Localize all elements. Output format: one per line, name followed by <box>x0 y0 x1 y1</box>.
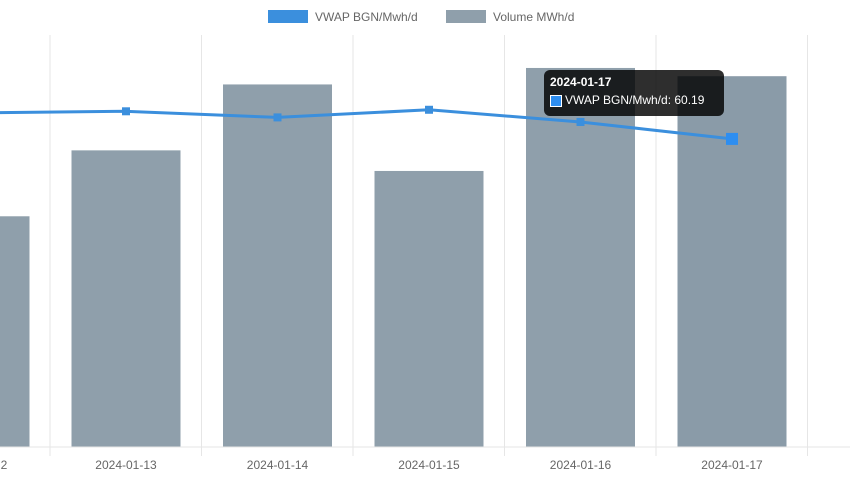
volume-bar[interactable] <box>374 170 484 447</box>
legend[interactable]: VWAP BGN/Mwh/d Volume MWh/d <box>268 10 574 24</box>
legend-swatch-volume <box>446 10 486 23</box>
vwap-point[interactable] <box>122 107 130 116</box>
volume-bar[interactable] <box>71 150 181 448</box>
vwap-point[interactable] <box>576 117 585 126</box>
x-tick-label: 2024-01-13 <box>95 458 157 472</box>
x-tick-label: 2024-01-14 <box>247 458 309 472</box>
x-tick-label: 2 <box>1 458 8 472</box>
x-tick-label: 2024-01-16 <box>550 458 612 472</box>
x-tick-label: 2024-01-17 <box>701 458 763 472</box>
tooltip-row: VWAP BGN/Mwh/d: 60.19 <box>550 93 718 108</box>
legend-swatch-vwap <box>268 10 308 23</box>
chart-tooltip: 2024-01-17 VWAP BGN/Mwh/d: 60.19 <box>544 70 724 116</box>
volume-bars <box>0 67 787 448</box>
x-axis: 2 2024-01-13 2024-01-14 2024-01-15 2024-01-1… <box>0 446 850 472</box>
vwap-point[interactable] <box>273 113 282 122</box>
legend-item-volume[interactable]: Volume MWh/d <box>446 10 574 24</box>
vwap-point[interactable] <box>425 105 433 114</box>
volume-bar[interactable] <box>526 67 635 448</box>
vwap-line <box>0 108 733 141</box>
tooltip-title: 2024-01-17 <box>550 75 612 89</box>
legend-label-volume: Volume MWh/d <box>493 10 574 24</box>
tooltip-value: VWAP BGN/Mwh/d: 60.19 <box>565 93 705 107</box>
volume-bar[interactable] <box>0 216 30 447</box>
vwap-line-series <box>0 105 738 145</box>
vwap-point[interactable] <box>726 132 738 145</box>
tooltip-color-swatch <box>550 94 562 107</box>
x-tick-label: 2024-01-15 <box>398 458 460 472</box>
volume-bar[interactable] <box>223 84 332 447</box>
legend-label-vwap: VWAP BGN/Mwh/d <box>315 10 418 24</box>
volume-bar[interactable] <box>677 76 787 447</box>
legend-item-vwap[interactable]: VWAP BGN/Mwh/d <box>268 10 418 24</box>
